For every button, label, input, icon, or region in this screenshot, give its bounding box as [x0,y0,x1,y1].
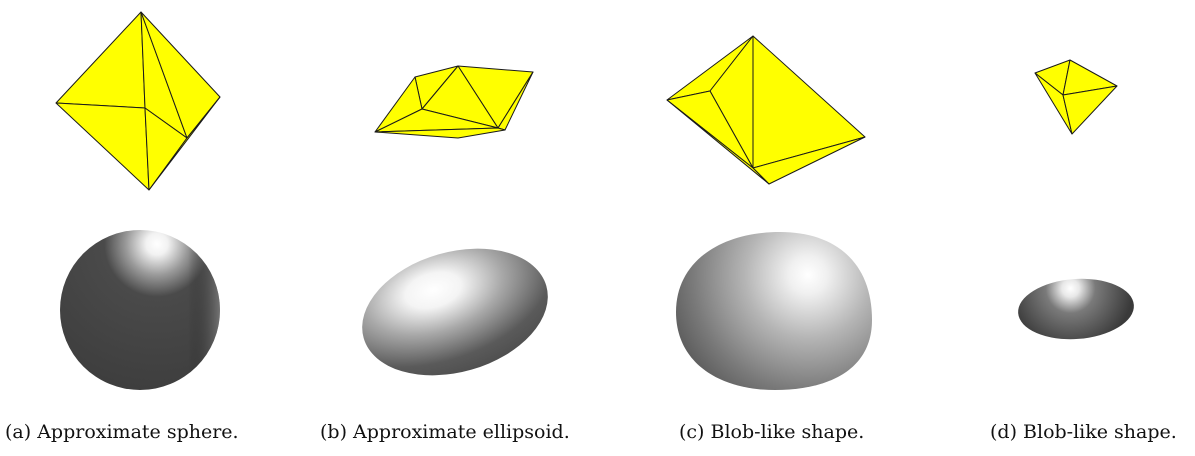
octahedron-c [666,35,866,185]
caption-b: (b) Approximate ellipsoid. [320,421,570,443]
sphere-a [60,230,220,390]
octahedron-a [55,11,221,191]
ellipsoid-b [362,248,548,376]
blob-d [1018,278,1134,340]
octahedron-d [1034,59,1118,135]
caption-a: (a) Approximate sphere. [5,421,239,443]
figure-illustrations [55,11,1134,390]
blob-c [676,232,872,390]
octahedron-b [374,65,534,139]
caption-c: (c) Blob-like shape. [679,421,865,443]
caption-d: (d) Blob-like shape. [990,421,1177,443]
